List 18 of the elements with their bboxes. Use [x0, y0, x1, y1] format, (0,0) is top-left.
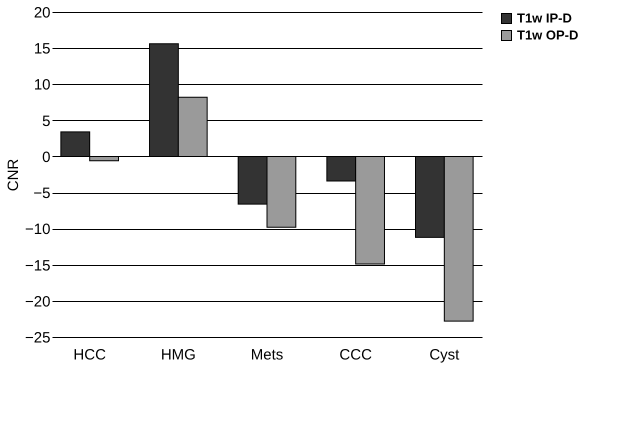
- x-tick-label: HCC: [73, 346, 106, 364]
- y-tick-label: −20: [25, 293, 50, 310]
- y-tick-label: 20: [34, 4, 50, 22]
- x-tick-label: Cyst: [429, 346, 460, 364]
- y-tick-label: 0: [42, 148, 50, 166]
- y-tick-label: −10: [25, 221, 50, 238]
- x-tick-label: HMG: [160, 346, 196, 364]
- legend-label: T1w IP-D: [517, 10, 572, 26]
- legend-label: T1w OP-D: [517, 28, 578, 42]
- x-tick-label: CCC: [339, 346, 372, 364]
- y-tick-label: −5: [33, 185, 50, 202]
- y-tick-label: 5: [42, 112, 50, 130]
- y-tick-label: −25: [25, 330, 50, 346]
- y-tick-label: 10: [34, 76, 50, 94]
- y-tick-label: −15: [25, 257, 50, 274]
- y-axis-title: CNR: [5, 158, 22, 192]
- y-tick-label: 15: [34, 40, 50, 58]
- x-tick-label: Mets: [250, 346, 284, 364]
